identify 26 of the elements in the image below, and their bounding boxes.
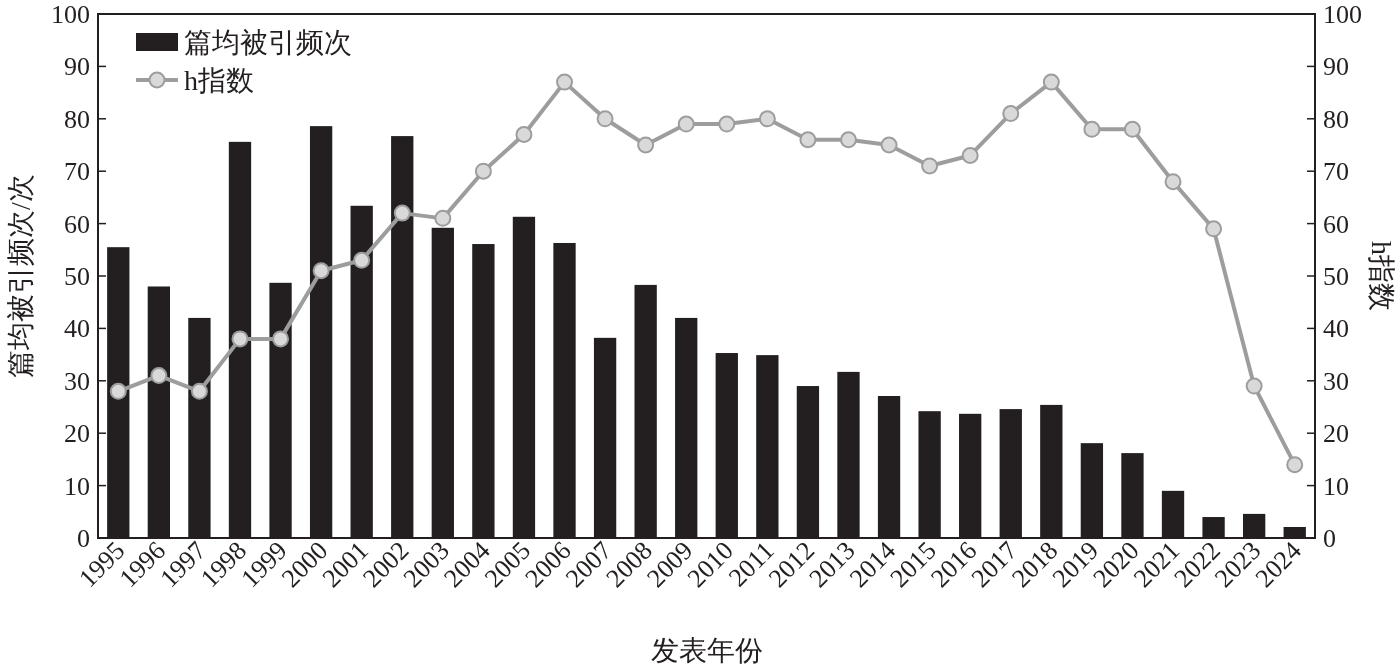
x-axis-title: 发表年份 bbox=[650, 635, 763, 666]
y2tick: 30 bbox=[1323, 366, 1349, 396]
ytick: 60 bbox=[64, 209, 90, 239]
y2tick: 40 bbox=[1323, 314, 1349, 344]
y2tick: 0 bbox=[1323, 524, 1336, 553]
y2tick: 80 bbox=[1323, 104, 1349, 134]
ytick: 100 bbox=[51, 0, 90, 29]
ytick: 80 bbox=[64, 104, 90, 134]
y2-axis-title: h指数 bbox=[1366, 241, 1396, 311]
y-axis-title: 篇均被引频次/次 bbox=[5, 174, 36, 378]
ytick: 90 bbox=[64, 52, 90, 82]
ytick: 10 bbox=[64, 471, 90, 501]
y2tick: 60 bbox=[1323, 209, 1349, 239]
legend-label: h指数 bbox=[184, 65, 254, 96]
y2tick: 20 bbox=[1323, 419, 1349, 449]
ytick: 30 bbox=[64, 366, 90, 396]
y2tick: 50 bbox=[1323, 262, 1349, 291]
y2tick: 100 bbox=[1323, 0, 1362, 29]
ytick: 50 bbox=[64, 262, 90, 291]
y2tick: 70 bbox=[1323, 157, 1349, 187]
y2tick: 90 bbox=[1323, 52, 1349, 82]
y2tick: 10 bbox=[1323, 471, 1349, 501]
ytick: 40 bbox=[64, 314, 90, 344]
legend-label: 篇均被引频次 bbox=[184, 27, 352, 58]
ytick: 70 bbox=[64, 157, 90, 187]
ytick: 20 bbox=[64, 419, 90, 449]
